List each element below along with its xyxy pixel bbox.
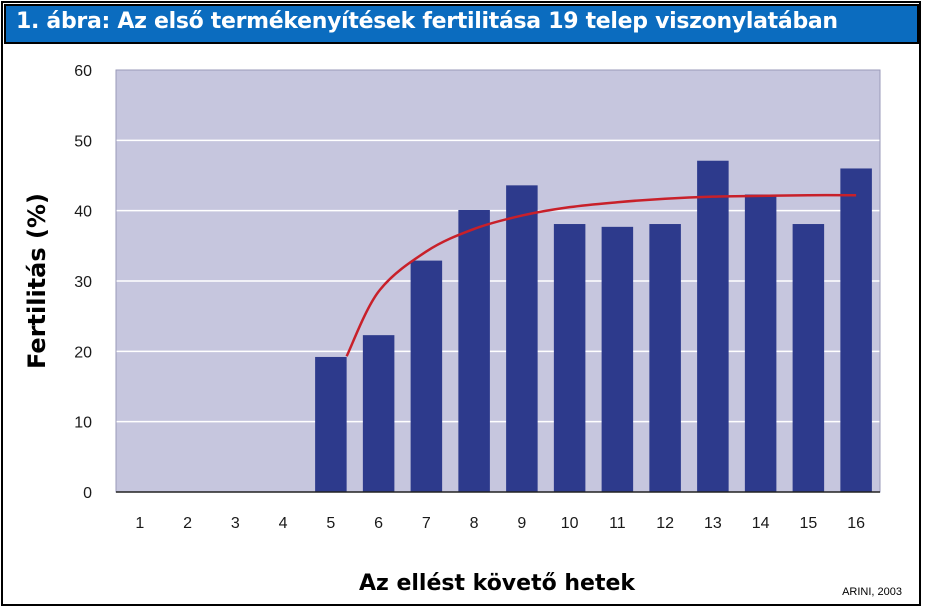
trend-line xyxy=(345,193,857,357)
x-tick-label: 1 xyxy=(135,515,144,532)
bar-week-13 xyxy=(697,160,729,493)
y-tick-label: 0 xyxy=(83,485,92,502)
y-axis-label: Fertilitás (%) xyxy=(23,193,51,369)
bar-week-14 xyxy=(744,194,777,493)
chart-title: 1. ábra: Az első termékenyítések fertili… xyxy=(16,9,838,34)
bar-week-6 xyxy=(362,335,395,492)
bar-week-7 xyxy=(410,260,443,492)
bar-week-9 xyxy=(506,185,538,492)
x-tick-label: 16 xyxy=(847,515,865,532)
x-tick-label: 15 xyxy=(799,515,817,532)
x-tick-label: 12 xyxy=(656,515,674,532)
source-note: ARINI, 2003 xyxy=(842,586,902,598)
x-tick-label: 5 xyxy=(326,515,335,532)
x-tick-label: 2 xyxy=(183,515,192,532)
title-bar: 1. ábra: Az első termékenyítések fertili… xyxy=(4,4,919,44)
bar-week-8 xyxy=(458,209,490,493)
x-tick-label: 6 xyxy=(374,515,383,532)
y-tick-label: 30 xyxy=(74,274,92,291)
x-tick-label: 10 xyxy=(561,515,579,532)
x-tick-label: 14 xyxy=(752,515,770,532)
x-axis-label: Az ellést követő hetek xyxy=(359,571,636,596)
x-tick-label: 9 xyxy=(517,515,526,532)
y-tick-label: 20 xyxy=(74,344,92,361)
x-tick-label: 7 xyxy=(422,515,431,532)
bar-week-16 xyxy=(840,168,872,492)
x-tick-label: 3 xyxy=(231,515,240,532)
y-tick-label: 10 xyxy=(74,415,92,432)
x-tick-label: 13 xyxy=(704,515,722,532)
bar-week-12 xyxy=(649,224,681,492)
x-tick-label: 8 xyxy=(470,515,479,532)
bar-week-15 xyxy=(792,224,825,492)
bar-week-5 xyxy=(315,356,347,492)
bar-week-11 xyxy=(601,226,634,493)
bar-week-10 xyxy=(553,224,586,492)
y-tick-label: 40 xyxy=(74,204,92,221)
x-tick-label: 11 xyxy=(609,515,626,532)
y-tick-label: 50 xyxy=(74,133,92,150)
x-tick-label: 4 xyxy=(279,515,288,532)
y-tick-label: 60 xyxy=(74,63,92,80)
